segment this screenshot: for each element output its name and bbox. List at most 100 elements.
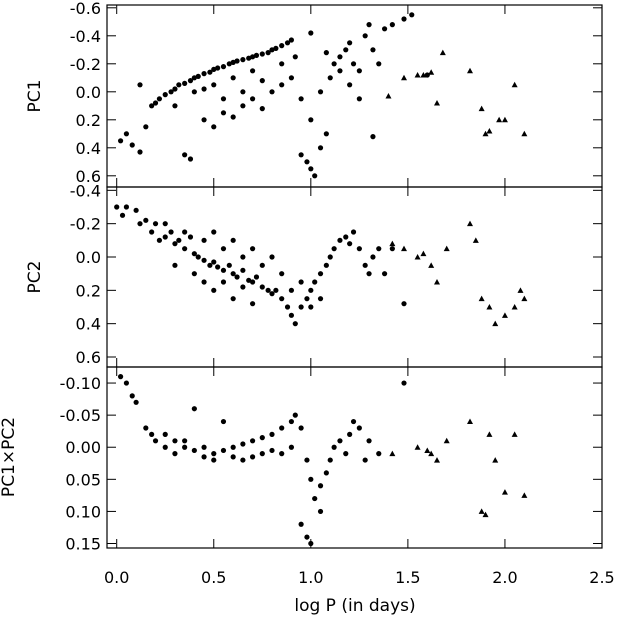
data-point-circle (298, 152, 304, 158)
data-point-circle (220, 279, 227, 285)
data-point-triangle (511, 431, 518, 437)
y-tick-label: 0.10 (65, 502, 101, 521)
data-point-circle (187, 234, 194, 240)
panel-pc1xpc2-xticks (116, 367, 603, 548)
data-point-triangle (482, 511, 489, 518)
data-point-circle (143, 217, 149, 223)
data-point-circle (230, 114, 236, 120)
data-point-circle (201, 444, 207, 450)
data-point-circle (269, 89, 275, 95)
y-tick-label: 0.2 (76, 111, 101, 130)
data-point-circle (220, 64, 227, 70)
data-point-circle (201, 454, 207, 460)
data-point-circle (211, 229, 217, 235)
y-tick-label: 0.00 (65, 438, 101, 457)
data-point-circle (195, 73, 201, 79)
data-point-circle (230, 454, 236, 460)
data-point-triangle (428, 69, 435, 75)
data-point-circle (317, 89, 324, 95)
data-point-circle (265, 287, 271, 293)
data-point-triangle (482, 130, 489, 137)
data-point-circle (337, 68, 343, 74)
data-point-circle (182, 229, 188, 235)
data-point-circle (347, 431, 353, 437)
data-point-circle (191, 271, 197, 277)
y-tick-label: -0.10 (60, 374, 101, 393)
panel-pc1xpc2-ylabel: PC1×PC2 (0, 417, 19, 497)
data-point-circle (337, 54, 343, 60)
data-point-circle (288, 37, 295, 43)
data-point-circle (220, 110, 227, 116)
panel-pc1-ylabel: PC1 (25, 80, 45, 113)
data-point-circle (343, 451, 349, 457)
data-point-circle (362, 33, 368, 39)
data-point-circle (230, 237, 236, 243)
panel-pc1-points (117, 12, 528, 179)
panel-pc1-yticks: -0.6 -0.4 -0.2 0.0 0.2 0.4 0.6 (70, 0, 602, 186)
data-point-circle (201, 257, 207, 263)
data-point-circle (240, 254, 246, 260)
data-point-circle (308, 304, 314, 310)
data-point-circle (201, 237, 207, 243)
data-point-circle (249, 68, 256, 74)
data-point-circle (259, 106, 265, 112)
data-point-circle (187, 156, 194, 162)
data-point-circle (187, 78, 194, 84)
data-point-circle (215, 264, 221, 270)
data-point-circle (273, 45, 279, 52)
y-tick-label: 0.05 (65, 470, 101, 489)
y-tick-label: 0.2 (76, 281, 101, 300)
data-point-circle (201, 117, 207, 123)
y-tick-label: 0.4 (76, 139, 101, 158)
data-point-circle (240, 103, 246, 109)
panel-pc2-yticks: -0.4 -0.2 0.0 0.2 0.4 0.6 (70, 181, 602, 367)
data-point-triangle (472, 237, 479, 243)
data-point-triangle (501, 312, 508, 318)
data-point-circle (162, 431, 168, 437)
data-point-circle (288, 418, 295, 425)
data-point-circle (220, 267, 227, 273)
data-point-triangle (414, 72, 421, 78)
panel-pc2-xticks (116, 187, 603, 367)
data-point-circle (308, 166, 314, 172)
data-point-circle (304, 296, 310, 302)
data-point-circle (304, 457, 310, 463)
data-point-circle (308, 540, 314, 547)
data-point-triangle (467, 220, 473, 227)
data-point-circle (259, 51, 265, 57)
data-point-circle (230, 296, 236, 302)
data-point-circle (220, 418, 227, 425)
data-point-circle (226, 262, 232, 268)
data-point-circle (331, 246, 337, 252)
data-point-circle (117, 138, 124, 144)
data-point-circle (273, 287, 279, 293)
data-point-circle (381, 26, 388, 32)
panel-pc2-ylabel: PC2 (25, 261, 45, 294)
panel-pc1xpc2-points (117, 374, 528, 547)
data-point-triangle (414, 254, 421, 260)
data-point-circle (249, 454, 256, 460)
x-tick-labels: 0.0 0.5 1.0 1.5 2.0 2.5 (104, 568, 615, 587)
data-point-circle (259, 78, 265, 84)
data-point-circle (308, 117, 314, 123)
data-point-circle (269, 254, 275, 260)
data-point-circle (152, 438, 159, 444)
data-point-circle (117, 374, 124, 380)
data-point-circle (152, 100, 159, 106)
data-point-circle (162, 92, 168, 98)
x-tick-label: 0.5 (201, 568, 226, 587)
data-point-circle (279, 425, 285, 431)
data-point-circle (162, 444, 168, 450)
data-point-circle (234, 58, 240, 64)
panel-pc1-frame (106, 4, 603, 188)
data-point-circle (133, 207, 139, 213)
data-point-circle (331, 61, 337, 67)
y-tick-label: -0.6 (70, 0, 101, 18)
y-tick-label: -0.2 (70, 55, 101, 74)
data-point-circle (156, 237, 163, 243)
data-point-triangle (385, 93, 392, 99)
data-point-circle (259, 451, 265, 457)
data-point-circle (331, 444, 337, 450)
data-point-circle (172, 438, 178, 444)
